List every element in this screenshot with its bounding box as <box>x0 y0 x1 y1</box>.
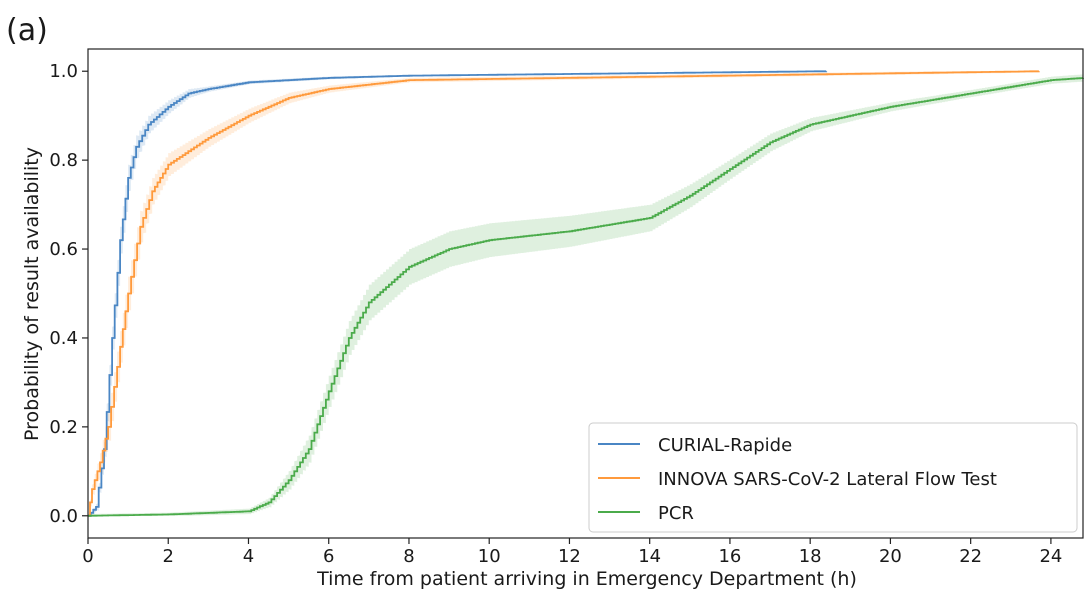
confidence-bands <box>88 71 1083 516</box>
legend-label: CURIAL-Rapide <box>658 435 792 456</box>
legend: CURIAL-Rapide INNOVA SARS-CoV-2 Lateral F… <box>588 422 1078 533</box>
y-tick-label: 0.2 <box>49 417 78 438</box>
legend-label: PCR <box>658 503 694 524</box>
legend-label: INNOVA SARS-CoV-2 Lateral Flow Test <box>658 469 997 490</box>
x-tick-label: 6 <box>323 546 334 567</box>
x-tick-label: 16 <box>718 546 741 567</box>
plot-frame <box>87 48 1084 539</box>
x-tick-label: 8 <box>403 546 414 567</box>
x-tick-label: 14 <box>638 546 661 567</box>
y-tick-label: 0.0 <box>49 506 78 527</box>
series-line-2 <box>88 77 1084 517</box>
y-axis-label: Probability of result availability <box>21 147 43 441</box>
y-tick-label: 0.8 <box>49 150 78 171</box>
x-tick-label: 24 <box>1039 546 1062 567</box>
series-line-1 <box>88 70 1040 517</box>
x-tick-label: 0 <box>82 546 93 567</box>
x-tick-label: 18 <box>799 546 822 567</box>
panel-label: (a) <box>6 13 48 48</box>
x-tick-label: 20 <box>879 546 902 567</box>
y-axis-ticks: 0.0 0.2 0.4 0.6 0.8 1.0 <box>49 61 88 527</box>
x-axis-ticks: 0 2 4 6 8 10 12 14 16 18 20 22 24 <box>82 538 1062 567</box>
x-axis-label: Time from patient arriving in Emergency … <box>316 568 857 590</box>
x-tick-label: 4 <box>243 546 254 567</box>
y-tick-label: 0.4 <box>49 328 78 349</box>
ci-band-0 <box>88 71 827 516</box>
series-line-0 <box>88 70 828 517</box>
series-lines <box>88 70 1084 517</box>
x-tick-label: 12 <box>558 546 581 567</box>
y-tick-label: 1.0 <box>49 61 78 82</box>
x-tick-label: 2 <box>163 546 174 567</box>
x-tick-label: 22 <box>959 546 982 567</box>
legend-frame <box>588 422 1078 533</box>
x-tick-label: 10 <box>478 546 501 567</box>
y-tick-label: 0.6 <box>49 239 78 260</box>
